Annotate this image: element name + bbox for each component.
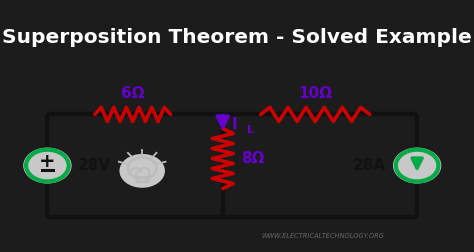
Text: L: L: [247, 124, 255, 135]
Text: 10Ω: 10Ω: [298, 86, 332, 101]
Text: 8Ω: 8Ω: [241, 151, 264, 166]
Text: 6Ω: 6Ω: [121, 86, 145, 101]
Circle shape: [393, 148, 441, 183]
Text: I: I: [231, 117, 237, 132]
Circle shape: [119, 154, 165, 188]
Circle shape: [23, 148, 72, 183]
Text: WWW.ELECTRICALTECHNOLOGY.ORG: WWW.ELECTRICALTECHNOLOGY.ORG: [261, 233, 384, 239]
Bar: [137, 177, 148, 181]
Text: Superposition Theorem - Solved Example: Superposition Theorem - Solved Example: [2, 28, 472, 47]
Text: +: +: [39, 152, 55, 171]
Text: 28V: 28V: [78, 158, 111, 173]
Text: 28A: 28A: [353, 158, 386, 173]
